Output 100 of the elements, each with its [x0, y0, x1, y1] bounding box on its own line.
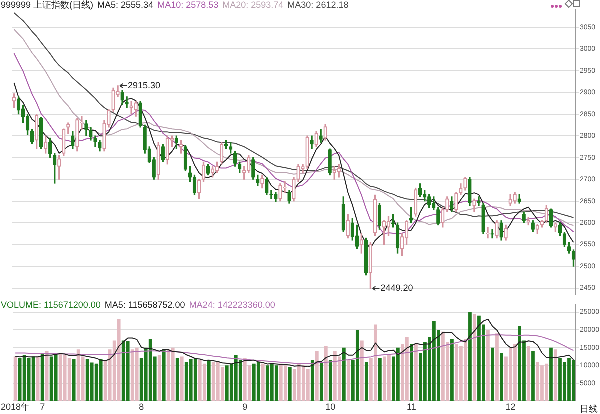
- candlestick: [48, 138, 52, 158]
- candlestick: [238, 162, 242, 174]
- bar: [194, 358, 198, 402]
- bar: [32, 356, 36, 402]
- annotation: 2915.30: [128, 80, 161, 90]
- bar: [256, 362, 260, 402]
- bar: [496, 334, 499, 402]
- candlestick: [414, 188, 418, 217]
- text: MA10: 2578.53: [158, 0, 219, 10]
- text: MA20: 2593.74: [222, 0, 284, 10]
- candlestick: [184, 145, 188, 172]
- bar: [126, 341, 130, 402]
- x-tick-label: 9: [242, 402, 248, 412]
- x-tick-label: 10: [326, 402, 336, 412]
- candlestick: [192, 174, 197, 196]
- bar: [486, 330, 490, 402]
- bar: [284, 366, 288, 402]
- bar: [40, 353, 44, 402]
- candlestick: [270, 190, 274, 200]
- candlestick: [98, 140, 102, 152]
- x-tick-label: 12: [506, 402, 516, 412]
- candlestick: [391, 214, 396, 228]
- candlestick: [265, 177, 269, 196]
- candlestick: [490, 229, 494, 239]
- x-tick-label: 11: [407, 402, 416, 412]
- candlestick: [562, 232, 567, 248]
- candlestick: [364, 238, 368, 276]
- candlestick: [428, 194, 432, 208]
- bar: [306, 369, 310, 402]
- candlestick: [373, 194, 378, 236]
- candlestick: [459, 184, 463, 196]
- candlestick: [130, 100, 134, 115]
- x-tick-label: 7: [40, 402, 46, 412]
- bar: [360, 340, 364, 402]
- x-tick-label: 2018年: [1, 402, 30, 412]
- candlestick: [324, 124, 328, 141]
- bar: [324, 346, 328, 402]
- candlestick: [174, 136, 179, 150]
- bar: [491, 348, 494, 402]
- bar: [374, 324, 378, 402]
- candlestick: [409, 208, 414, 224]
- candlestick: [202, 162, 206, 182]
- bar: [202, 364, 206, 402]
- candlestick: [332, 166, 336, 180]
- candlestick: [260, 174, 264, 189]
- candlestick: [76, 118, 80, 152]
- candlestick: [310, 136, 314, 150]
- bar: [550, 348, 553, 402]
- candlestick: [508, 194, 512, 206]
- candlestick: [252, 158, 256, 180]
- candlestick: [360, 234, 364, 254]
- bar: [356, 330, 360, 402]
- bar: [527, 346, 530, 402]
- candlestick: [378, 203, 382, 230]
- candlestick: [292, 177, 296, 202]
- candlestick: [274, 192, 278, 203]
- candlestick: [441, 208, 445, 228]
- bar: [410, 344, 414, 402]
- candlestick: [558, 222, 562, 236]
- bar: [346, 360, 350, 402]
- candlestick: [224, 140, 228, 150]
- candlestick: [328, 148, 332, 176]
- bar: [414, 344, 418, 402]
- text: MA5: 2555.34: [98, 0, 154, 10]
- candlestick: [472, 198, 476, 213]
- bar: [364, 362, 368, 402]
- candlestick: [306, 136, 310, 170]
- candlestick: [89, 127, 93, 141]
- candlestick: [450, 196, 454, 213]
- candlestick: [179, 140, 184, 154]
- bar: [554, 350, 558, 402]
- candlestick: [34, 114, 39, 150]
- bar: [36, 356, 40, 402]
- candlestick: [112, 88, 116, 113]
- bar: [378, 358, 382, 402]
- text: MA30: 2612.18: [288, 0, 349, 10]
- text: MA24: 142223360.00: [189, 300, 276, 310]
- bar: [176, 358, 180, 402]
- candlestick: [156, 142, 160, 180]
- candlestick: [256, 174, 260, 186]
- bar: [72, 359, 76, 402]
- candlestick: [495, 220, 499, 239]
- candlestick: [138, 100, 142, 128]
- bar: [180, 356, 184, 402]
- bar: [162, 350, 166, 402]
- candlestick: [62, 128, 66, 156]
- bar: [450, 338, 454, 402]
- bar: [54, 354, 58, 402]
- candlestick: [234, 150, 238, 167]
- candlestick: [215, 162, 220, 174]
- bar: [171, 348, 175, 402]
- candlestick: [468, 177, 472, 206]
- candlestick: [278, 184, 282, 202]
- candlestick: [526, 218, 530, 226]
- candlestick: [504, 224, 508, 241]
- chart-title: 999999 上证指数(日线): [1, 0, 94, 10]
- bar: [500, 353, 504, 402]
- candlestick: [446, 196, 450, 213]
- candlestick: [319, 129, 323, 143]
- candlestick: [40, 118, 44, 150]
